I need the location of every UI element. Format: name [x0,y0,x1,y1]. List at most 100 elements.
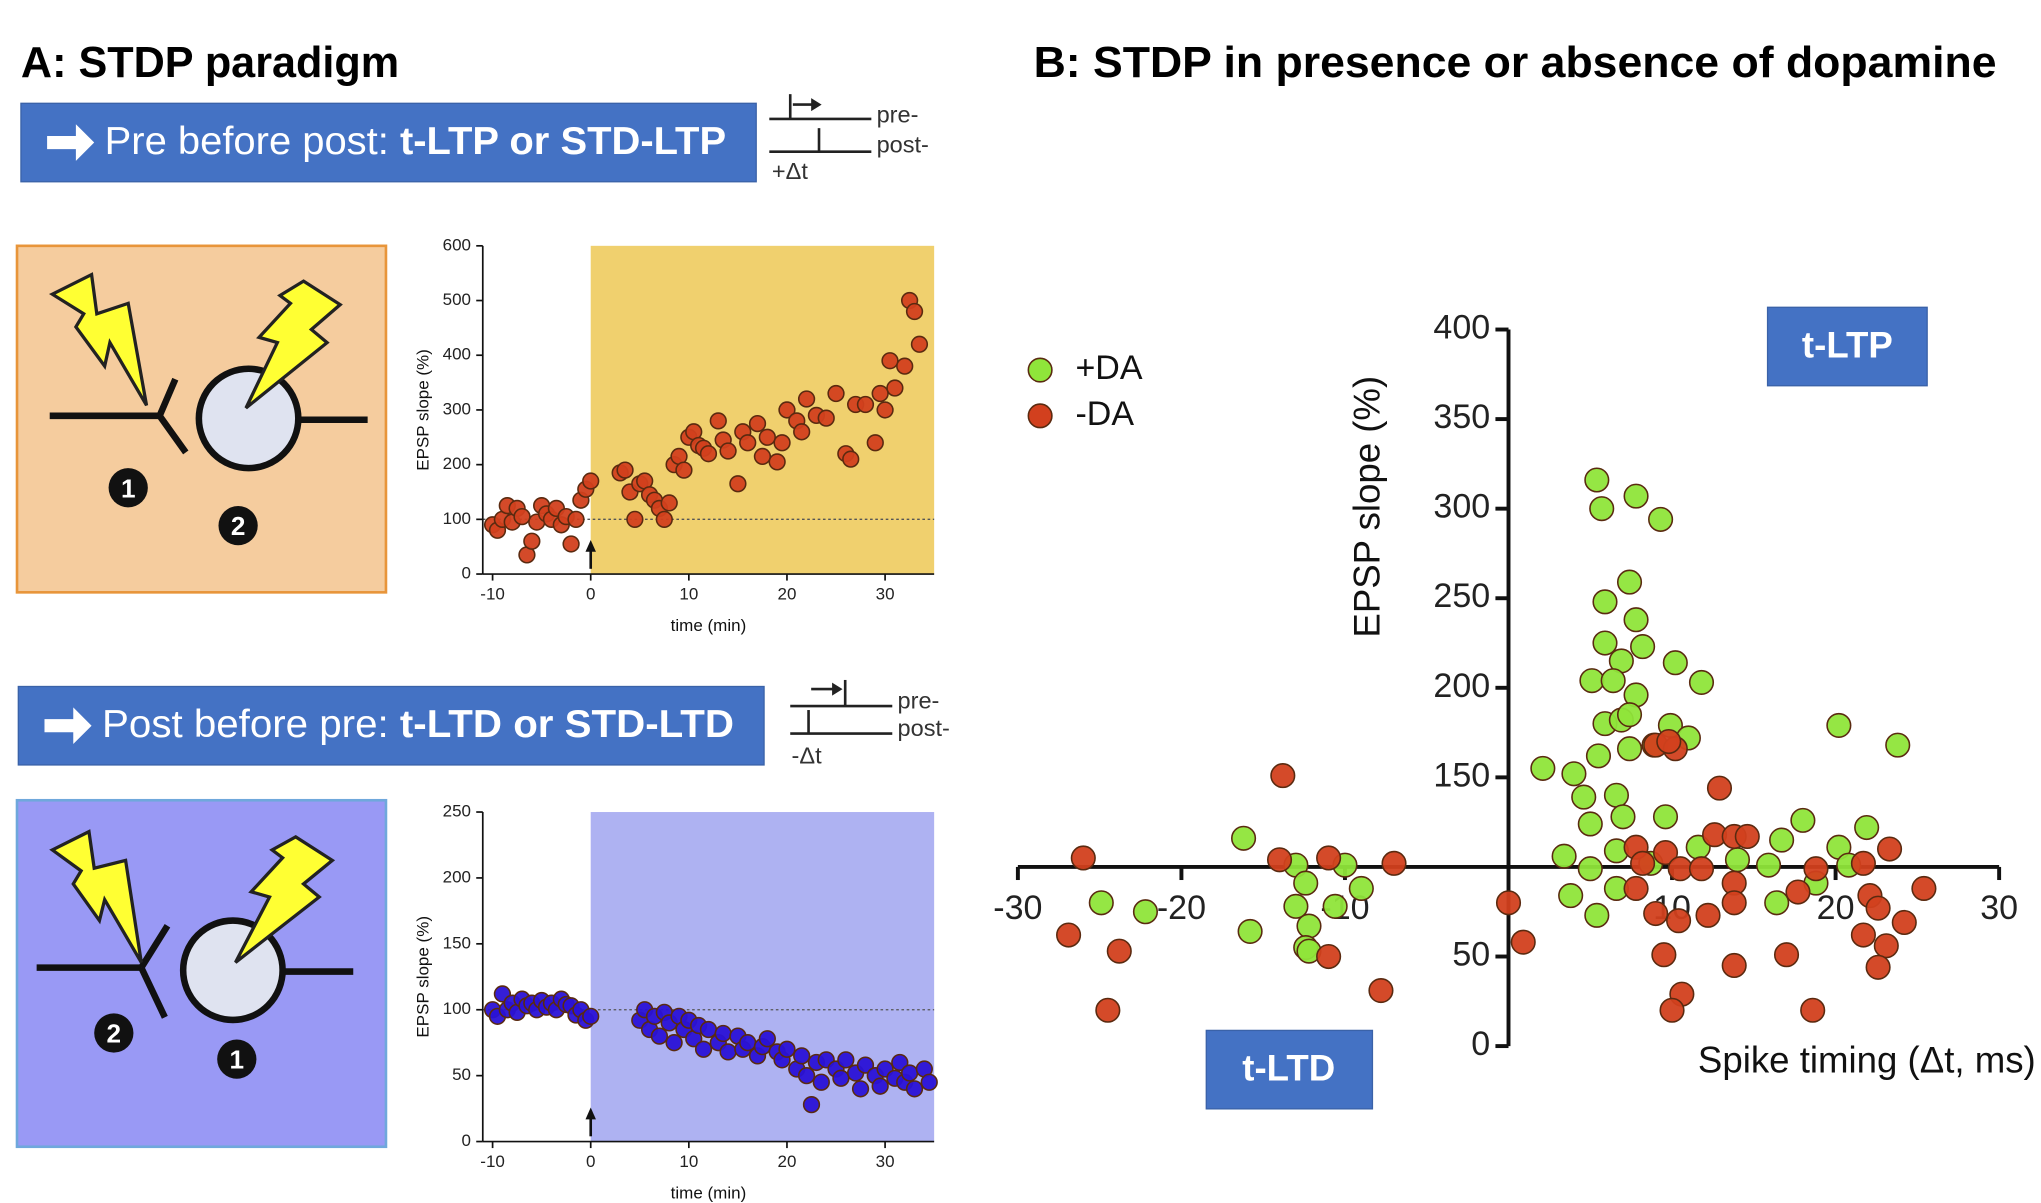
data-point [1643,900,1669,927]
data-point [1293,870,1319,896]
data-point [1584,902,1610,928]
data-point [851,1080,870,1098]
data-point [1296,913,1322,939]
data-point [562,535,580,553]
data-point [1630,850,1656,876]
data-point [778,1040,796,1058]
number-badge [94,1013,134,1053]
legend-label: +DA [1075,349,1142,387]
data-point [1850,850,1876,876]
data-point [753,447,772,466]
data-point [1656,728,1682,755]
data-point [1662,650,1688,676]
x-axis-label: time (min) [671,616,747,635]
data-point [1667,856,1693,882]
data-point [856,395,875,414]
data-point [675,461,693,479]
data-point [1688,669,1715,695]
data-point [1056,922,1082,948]
number-badge [108,468,148,508]
data-point [1773,942,1800,968]
data-point [739,1034,757,1052]
data-point [1106,938,1132,964]
series [1056,728,1937,1023]
banner-emphasis: t-LTP or STD-LTP [400,119,726,163]
onset-arrow-head [585,1107,596,1120]
neuron-soma [195,365,302,472]
data-point [650,1027,669,1045]
tag-box [1766,306,1928,387]
data-point [1769,827,1795,853]
data-point [1132,899,1159,925]
data-point [881,352,899,370]
data-point [1865,954,1891,980]
data-point [778,401,796,419]
data-point [1237,918,1263,944]
data-point [797,390,816,408]
data-point [1734,823,1760,850]
data-point [1571,784,1597,810]
data-point [1095,997,1121,1023]
data-point [758,428,776,446]
y-tick-label: 200 [1433,667,1490,705]
arrow-icon [47,124,95,161]
y-tick-label: 300 [443,399,471,418]
data-point [1721,890,1747,916]
y-tick-label: 200 [443,867,471,886]
legend-marker [1027,403,1053,429]
data-point [768,453,786,471]
data-point [719,442,737,460]
data-point [1616,569,1643,595]
y-tick-label: 350 [1433,398,1490,436]
x-tick-label: 0 [586,584,595,603]
data-point [1651,942,1677,968]
data-point [1266,847,1293,873]
arrow-icon [44,707,92,745]
data-point [1865,895,1891,921]
series [483,985,938,1114]
lightning [48,272,149,407]
series [483,291,929,564]
data-point [797,1067,816,1085]
data-point [1316,845,1342,871]
data-point [1603,782,1630,808]
x-tick-label: -10 [480,584,505,603]
data-point [1911,875,1937,901]
data-point [773,434,791,452]
data-point [1688,856,1715,882]
data-point [660,494,678,512]
x-tick-label: 20 [777,1152,796,1171]
tag-text: t-LTD [1242,1048,1335,1089]
banner-emphasis: t-LTD or STD-LTD [400,702,734,746]
y-tick-label: 50 [1452,936,1490,974]
y-axis-label: EPSP slope (%) [413,916,432,1038]
data-point [1616,736,1643,762]
y-tick-label: 300 [1433,488,1490,526]
data-point [1316,943,1342,970]
data-point [699,1020,718,1039]
data-point [1584,467,1610,493]
x-tick-label: -30 [993,889,1042,927]
data-point [1652,804,1679,830]
data-point [1706,775,1733,801]
y-tick-label: 150 [1433,756,1490,794]
data-point [1592,589,1618,615]
y-tick-label: 600 [443,235,471,254]
data-point [1800,997,1826,1023]
data-point [655,510,673,528]
data-point [856,1056,875,1074]
data-point [827,384,845,403]
data-point [1877,836,1903,862]
data-point [1510,929,1536,955]
data-point [1592,630,1618,656]
neuron-drawing [36,924,354,1019]
data-point [1561,761,1587,787]
timing-label: post- [877,132,929,158]
legend-marker [1027,357,1053,383]
data-point [842,450,860,468]
x-tick-label: 30 [876,584,895,603]
data-point [582,1007,600,1025]
tag-box [1205,1029,1374,1110]
data-point [567,510,585,528]
